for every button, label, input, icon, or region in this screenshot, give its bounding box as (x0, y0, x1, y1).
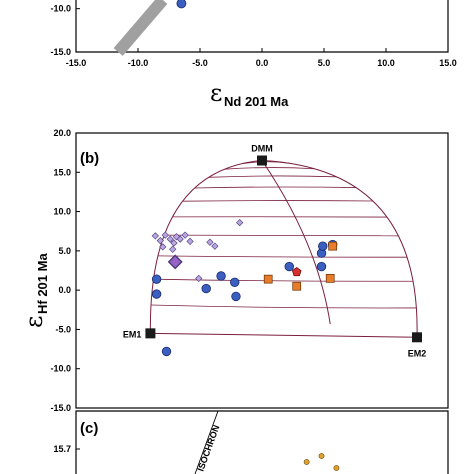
mixing-curve-dmm-em2 (261, 160, 418, 338)
panel-a-x-tick-label: -5.0 (192, 58, 208, 68)
end-member-marker (412, 332, 422, 343)
panel-a: -10.0-15.0 -15.0 -10.0 -5.0 0.0 5.0 10.0 15.0 … (50, 0, 457, 109)
panel-b-diamond-point (172, 233, 181, 241)
end-member-marker (145, 328, 156, 339)
mixing-base-line (150, 332, 418, 338)
panel-b-diamond-point (169, 245, 177, 253)
panel-b-points (151, 218, 338, 357)
panel-b-diamond-point (161, 231, 169, 239)
panel-b-circle-point (216, 271, 226, 281)
panel-b-square-point (263, 274, 273, 284)
mixing-internal-curve (261, 160, 331, 325)
panel-b-circle-point (316, 261, 327, 272)
panel-a-x-tick-label: 15.0 (439, 58, 457, 68)
panel-b-diamond-point (166, 235, 174, 243)
panel-c-data-point (303, 459, 310, 465)
panel-b-diamond-point (156, 237, 164, 245)
panel-b-diamond-point (211, 242, 219, 250)
end-members: DMM EM1 EM2 (123, 144, 426, 359)
mixing-curve-dmm-em1 (149, 160, 263, 334)
panel-b-circle-point (284, 261, 294, 272)
panel-c: (c) 15.7 ISOCHRON (53, 410, 449, 474)
panel-b-circle-point (161, 346, 172, 357)
panel-a-y-tick-label: -15.0 (50, 47, 71, 57)
panel-b-circle-point (231, 291, 241, 302)
panel-b-y-tick-label: 10.0 (53, 207, 71, 217)
panel-b-circle-point (318, 241, 328, 251)
panel-b-y-axis-title: ε Hf 201 Ma (20, 253, 50, 328)
end-member-label: DMM (251, 144, 273, 154)
panel-b-circle-point (151, 274, 162, 284)
panel-b-square-point (325, 274, 335, 283)
panel-b-y-tick-label: -10.0 (50, 364, 71, 374)
panel-b-diamond-point (186, 237, 194, 246)
panel-b-y-tick-label: 15.0 (53, 167, 71, 177)
mixing-tie-line (182, 200, 373, 202)
panel-b-label: (b) (80, 150, 99, 167)
mixing-tie-line (153, 278, 414, 282)
mixing-tie-line (164, 234, 399, 237)
panel-a-x-axis-title: ε Nd 201 Ma (210, 79, 289, 109)
panel-b-pentagon-point (291, 267, 302, 277)
panel-a-points (176, 0, 187, 9)
panel-b-square-point (328, 241, 338, 251)
isochron-line (194, 410, 219, 474)
panel-b-y-tick-label: 20.0 (53, 128, 71, 138)
panel-b-diamond-point (159, 243, 167, 251)
x-axis-subscript: Nd 201 Ma (224, 94, 289, 109)
panel-b-y-ticks: 20.0 15.0 10.0 5.0 0.0 -5.0 -10.0 -15.0 (50, 128, 80, 413)
panel-b-diamond-point (206, 238, 214, 246)
panel-b-y-tick-label: -5.0 (55, 324, 71, 334)
panel-b-square-point (292, 281, 302, 291)
panel-a-x-ticks: -15.0 -10.0 -5.0 0.0 5.0 10.0 15.0 (66, 48, 457, 68)
panel-b-circle-point (230, 277, 240, 287)
panel-b-y-tick-label: -15.0 (50, 403, 71, 413)
mixing-grid (149, 160, 418, 338)
mixing-tie-line (224, 167, 315, 170)
panel-b-y-tick-label: 5.0 (58, 246, 71, 256)
panel-a-x-tick-label: 0.0 (256, 58, 269, 68)
panel-b-diamond-point (181, 231, 189, 239)
panel-b-diamond-point (236, 218, 244, 227)
panel-b-y-tick-label: 0.0 (58, 285, 71, 295)
panel-c-data-point (318, 453, 325, 459)
panel-a-y-tick-label: -10.0 (50, 4, 71, 14)
panel-a-y-ticks: -10.0 -15.0 (50, 4, 80, 57)
panel-a-error-band (113, 0, 168, 56)
x-axis-epsilon-symbol: ε (210, 79, 222, 107)
panel-c-frame (75, 410, 449, 474)
mixing-tie-line (150, 304, 417, 309)
panel-b-frame (75, 132, 449, 409)
end-member-marker (257, 155, 267, 166)
panel-c-data-point (333, 465, 340, 471)
y-axis-epsilon-symbol: ε (20, 316, 48, 328)
y-axis-subscript: Hf 201 Ma (35, 253, 50, 314)
panel-a-data-point (176, 0, 187, 9)
panel-b-diamond-point (167, 254, 183, 270)
panel-a-x-tick-label: -10.0 (128, 58, 149, 68)
mixing-tie-line (157, 255, 408, 258)
end-member-label: EM1 (123, 329, 142, 339)
panel-a-x-tick-label: -15.0 (66, 58, 87, 68)
panel-a-x-tick-label: 10.0 (377, 58, 395, 68)
panel-c-y-tick-label: 15.7 (53, 444, 71, 454)
panel-a-x-tick-label: 5.0 (318, 58, 331, 68)
panel-b-circle-point (151, 289, 162, 299)
panel-b-diamond-point (170, 239, 178, 247)
panel-b-diamond-point (151, 232, 159, 240)
end-member-label: EM2 (408, 348, 427, 358)
mixing-tie-line (194, 186, 357, 189)
panel-b-diamond-point (195, 274, 203, 282)
panel-c-points (303, 453, 340, 471)
panel-b: (b) 20.0 15.0 10.0 5.0 0.0 -5.0 -10.0 -15.0 DMM… (20, 128, 449, 413)
isochron-label: ISOCHRON (195, 424, 221, 473)
panel-c-label: (c) (80, 420, 98, 437)
panel-b-circle-point (201, 283, 211, 294)
